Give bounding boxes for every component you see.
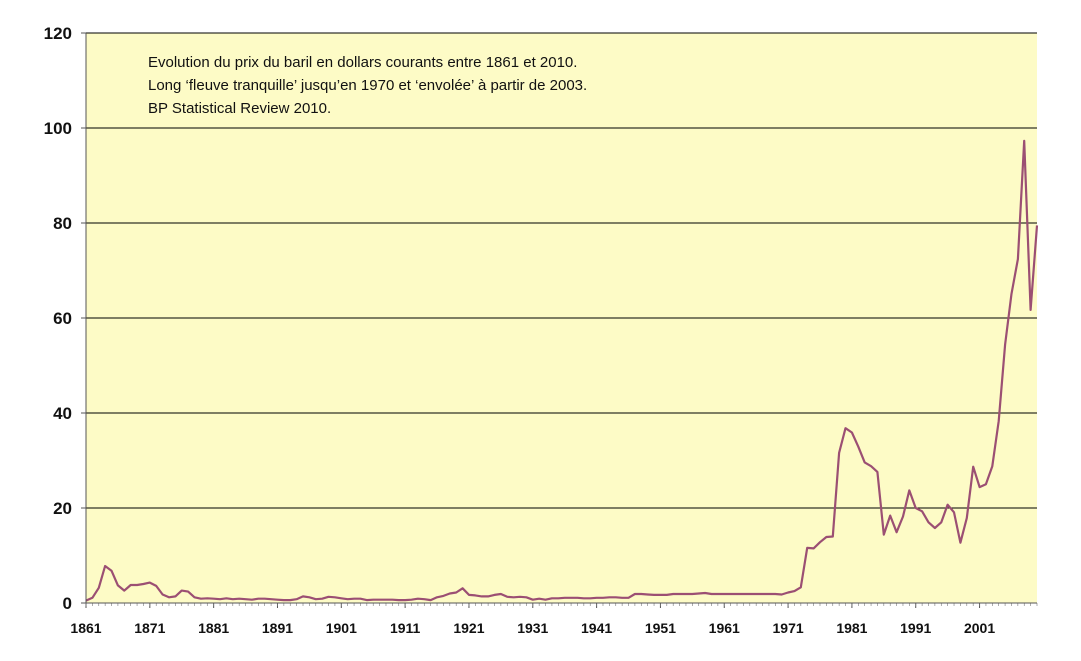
x-tick-label: 1961	[709, 620, 740, 636]
x-tick-label: 2001	[964, 620, 995, 636]
y-tick-label: 80	[53, 214, 72, 233]
x-tick-label: 1861	[70, 620, 101, 636]
x-tick-label: 1971	[773, 620, 804, 636]
y-tick-labels: 0 20 40 60 80 100 120	[44, 24, 72, 613]
x-tick-label: 1911	[390, 620, 421, 636]
x-tick-label: 1931	[517, 620, 548, 636]
x-tick-labels: 1861 1871 1881 1891 1901 1911 1921 1931 1941 1951…	[70, 620, 995, 636]
series-layer	[85, 139, 1039, 602]
y-tick-label: 100	[44, 119, 72, 138]
x-tick-label: 1951	[645, 620, 676, 636]
x-tick-label: 1871	[134, 620, 165, 636]
y-tick-label: 120	[44, 24, 72, 43]
axes	[85, 33, 1037, 604]
price-series-line	[85, 139, 1039, 602]
y-tick-label: 40	[53, 404, 72, 423]
grid-lines	[81, 32, 1038, 608]
annotation-line-2: Long ‘fleuve tranquille’ jusqu’en 1970 e…	[148, 77, 587, 94]
y-tick-label: 60	[53, 309, 72, 328]
y-tick-label: 20	[53, 499, 72, 518]
annotation-line-1: Evolution du prix du baril en dollars co…	[148, 54, 577, 71]
annotation-line-3: BP Statistical Review 2010.	[148, 100, 331, 117]
x-tick-label: 1991	[900, 620, 931, 636]
chart-annotation: Evolution du prix du baril en dollars co…	[148, 54, 587, 117]
x-tick-label: 1921	[453, 620, 484, 636]
x-tick-label: 1981	[836, 620, 867, 636]
x-tick-label: 1881	[198, 620, 229, 636]
x-tick-label: 1941	[581, 620, 612, 636]
x-tick-label: 1891	[262, 620, 293, 636]
y-tick-label: 0	[63, 594, 72, 613]
x-tick-label: 1901	[326, 620, 357, 636]
